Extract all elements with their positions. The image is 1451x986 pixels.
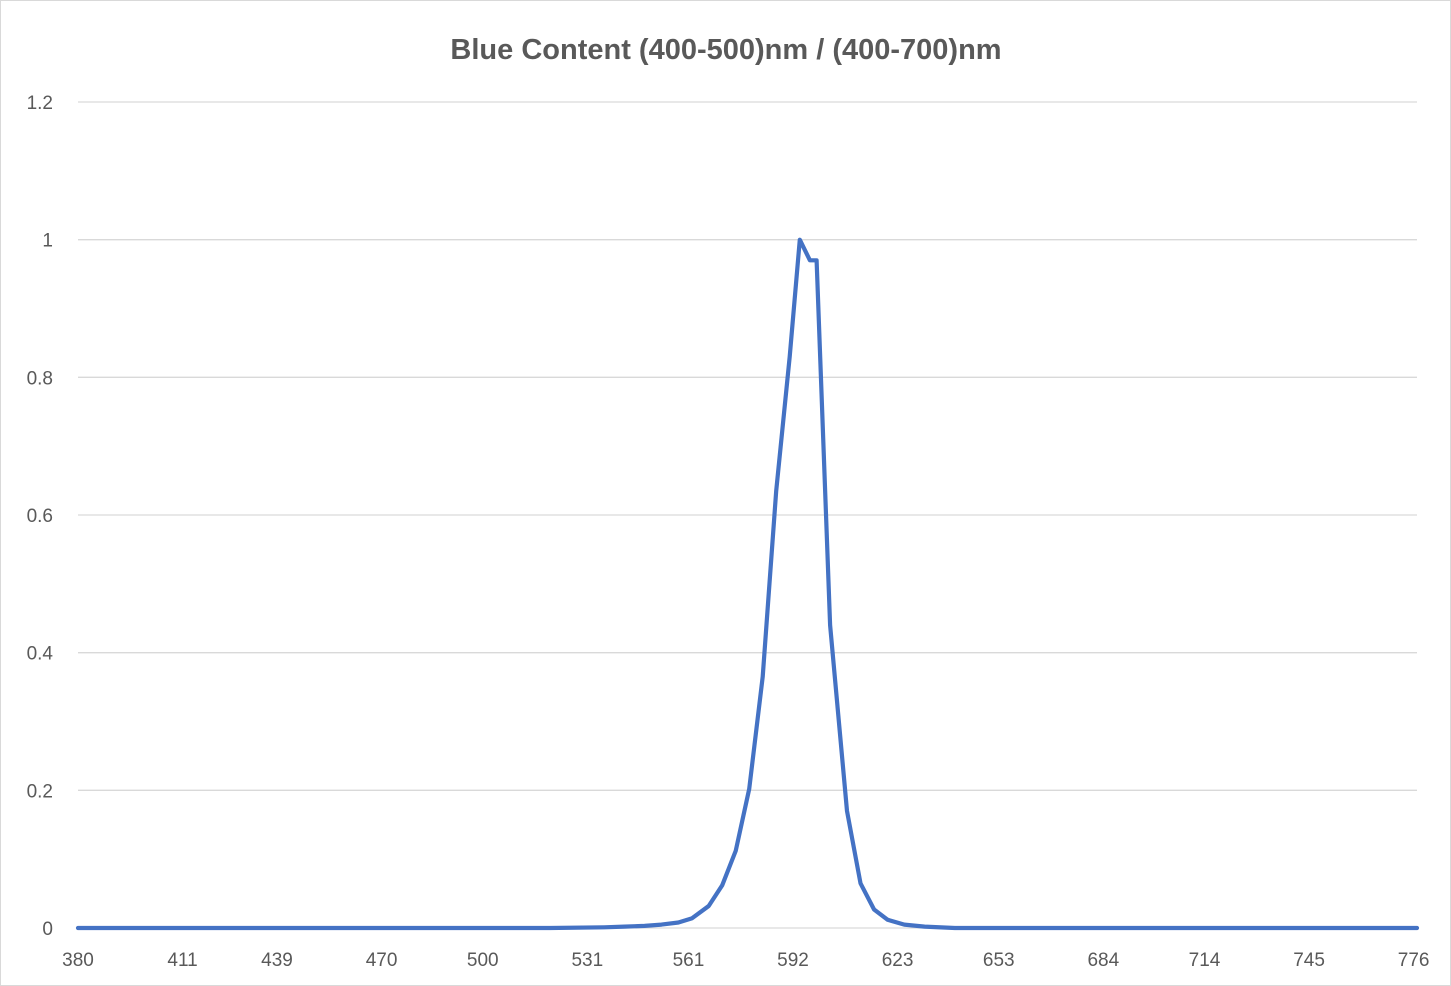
x-axis-ticks: 380 411 439 470 500 531 561 592 623 653 684 714 745 7… (62, 950, 1429, 971)
x-tick-label: 411 (167, 950, 197, 971)
y-tick-label: 0.4 (27, 644, 54, 665)
series-layer (75, 237, 1420, 931)
x-tick-label: 653 (983, 950, 1015, 971)
y-tick-label: 0.8 (27, 368, 53, 389)
x-tick-label: 745 (1293, 950, 1325, 971)
x-tick-label: 592 (777, 950, 809, 971)
y-tick-label: 1.2 (27, 93, 53, 114)
x-tick-label: 561 (673, 950, 705, 971)
y-tick-label: 1 (42, 231, 53, 252)
gridlines (78, 101, 1417, 791)
y-tick-label: 0.2 (27, 781, 53, 802)
y-tick-label: 0.6 (27, 506, 53, 527)
x-tick-label: 623 (882, 950, 914, 971)
chart-title: Blue Content (400-500)nm / (400-700)nm (450, 34, 1001, 66)
x-tick-label: 684 (1087, 950, 1119, 971)
y-tick-label: 0 (42, 919, 53, 940)
y-axis-ticks: 0 0.2 0.4 0.6 0.8 1 1.2 (27, 93, 54, 940)
x-tick-label: 500 (467, 950, 499, 971)
x-tick-label: 531 (571, 950, 603, 971)
x-tick-label: 470 (366, 950, 398, 971)
x-tick-label: 714 (1189, 950, 1221, 971)
x-tick-label: 776 (1398, 950, 1430, 971)
series-line (75, 237, 1420, 931)
x-tick-label: 380 (62, 950, 94, 971)
x-tick-label: 439 (261, 950, 293, 971)
